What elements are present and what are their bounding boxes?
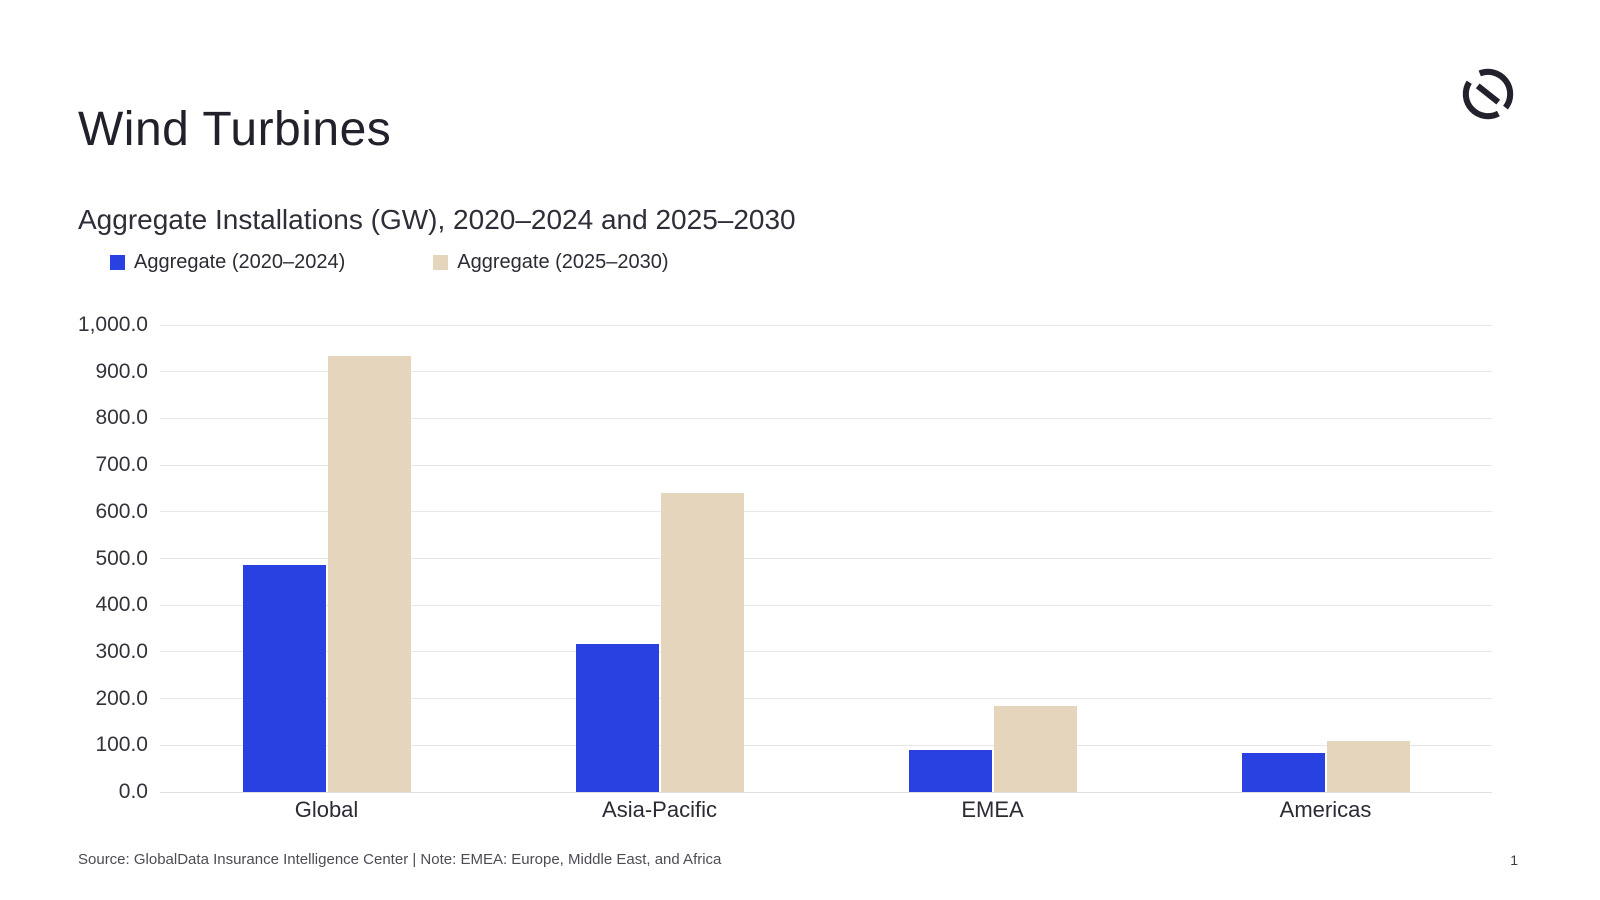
bar-americas-series-2 bbox=[1326, 741, 1410, 792]
gridline bbox=[160, 417, 1492, 419]
y-axis: 0.0 100.0 200.0 300.0 400.0 500.0 600.0 700.0 80… bbox=[48, 313, 148, 803]
bar-americas-series-1 bbox=[1241, 753, 1325, 792]
y-tick-label: 900.0 bbox=[95, 359, 148, 383]
chart-subtitle: Aggregate Installations (GW), 2020–2024 … bbox=[78, 204, 796, 236]
legend-swatch bbox=[433, 255, 449, 270]
y-tick-label: 100.0 bbox=[95, 733, 148, 757]
bar-global-series-1 bbox=[242, 564, 326, 792]
y-tick-label: 800.0 bbox=[95, 406, 148, 430]
category-label: Global bbox=[294, 797, 359, 822]
source-note: Source: GlobalData Insurance Intelligenc… bbox=[78, 851, 722, 868]
y-tick-label: 0.0 bbox=[118, 780, 148, 803]
gridline bbox=[160, 791, 1492, 793]
chart-legend: Aggregate (2020–2024) Aggregate (2025–203… bbox=[110, 251, 669, 274]
bar-emea-series-1 bbox=[908, 749, 992, 792]
bar-chart-plot-area bbox=[160, 324, 1492, 793]
category-label: EMEA bbox=[961, 797, 1024, 822]
bar-global-series-2 bbox=[327, 355, 411, 792]
y-tick-label: 600.0 bbox=[95, 499, 148, 523]
page-number: 1 bbox=[1510, 852, 1518, 868]
category-label: Americas bbox=[1279, 797, 1372, 822]
y-tick-label: 1,000.0 bbox=[77, 313, 148, 336]
legend-label: Aggregate (2020–2024) bbox=[134, 251, 346, 273]
y-tick-label: 500.0 bbox=[95, 546, 148, 570]
bar-emea-series-2 bbox=[993, 706, 1077, 792]
gridline bbox=[160, 324, 1492, 326]
legend-item-1: Aggregate (2020–2024) bbox=[110, 251, 345, 274]
bar-asia-pacific-series-1 bbox=[575, 643, 659, 792]
bar-asia-pacific-series-2 bbox=[660, 493, 744, 792]
globaldata-logo-icon bbox=[1462, 68, 1514, 120]
legend-label: Aggregate (2025–2030) bbox=[457, 251, 669, 273]
legend-swatch bbox=[110, 255, 125, 270]
gridline bbox=[160, 651, 1492, 653]
y-tick-label: 700.0 bbox=[95, 453, 148, 477]
gridline bbox=[160, 558, 1492, 559]
x-axis: Global Asia-Pacific EMEA Americas bbox=[160, 797, 1492, 827]
page-title: Wind Turbines bbox=[78, 103, 392, 157]
y-tick-label: 300.0 bbox=[95, 639, 148, 663]
gridline bbox=[160, 464, 1492, 466]
gridline bbox=[160, 371, 1492, 373]
gridline bbox=[160, 604, 1492, 606]
category-label: Asia-Pacific bbox=[602, 797, 717, 822]
gridline bbox=[160, 698, 1492, 700]
gridline bbox=[160, 744, 1492, 746]
legend-item-2: Aggregate (2025–2030) bbox=[433, 251, 669, 274]
y-tick-label: 400.0 bbox=[95, 593, 148, 617]
y-tick-label: 200.0 bbox=[95, 686, 148, 710]
gridline bbox=[160, 511, 1492, 513]
